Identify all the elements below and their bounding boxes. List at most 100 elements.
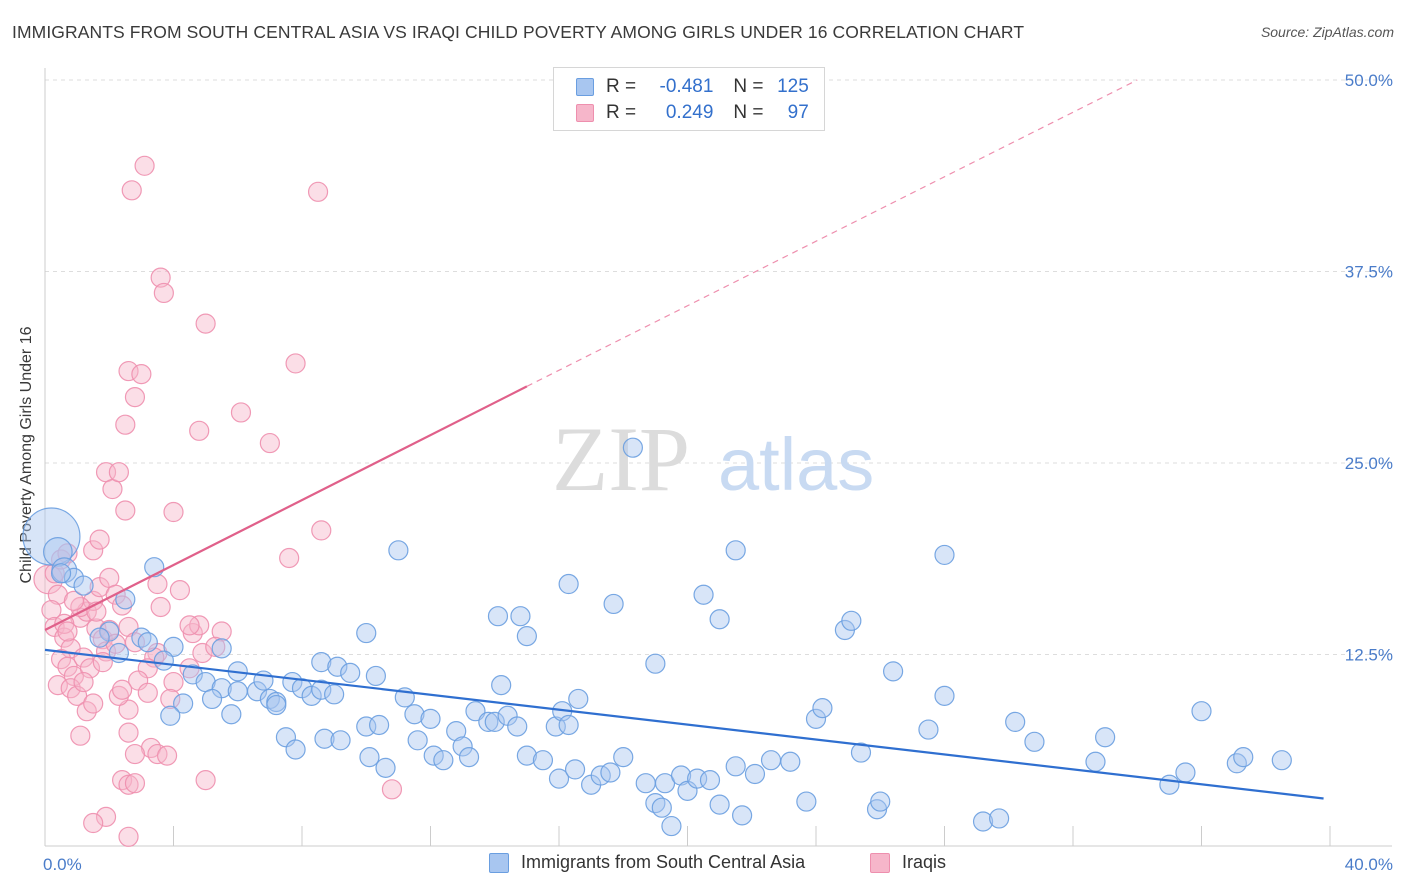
iraqis-point-64	[307, 181, 329, 202]
south-central-asia-point-87	[796, 791, 817, 812]
south-central-asia-point-120	[510, 606, 531, 627]
x-tick-label-1: 40.0%	[1345, 855, 1393, 874]
south-central-asia-point-22	[227, 681, 248, 702]
iraqis-point-96	[205, 636, 226, 657]
axes	[44, 68, 1392, 847]
iraqis-point-86	[73, 671, 94, 693]
south-central-asia-point-77	[670, 765, 692, 786]
iraqis-point-12	[47, 675, 68, 696]
south-central-asia-point-105	[1005, 711, 1026, 733]
south-central-asia-point-36	[365, 665, 386, 687]
bottom-legend-swatch-blue	[489, 852, 509, 873]
legend-n-value: 125	[777, 76, 809, 97]
south-central-asia-point-29	[301, 685, 322, 706]
south-central-asia-point-23	[246, 681, 268, 702]
south-central-asia-point-20	[201, 688, 223, 710]
south-central-asia-point-61	[532, 750, 554, 771]
iraqis-point-7	[54, 627, 75, 648]
iraqis-point-38	[131, 364, 152, 385]
south-central-asia-point-122	[266, 694, 287, 716]
south-central-asia-point-84	[744, 763, 766, 785]
south-central-asia-point-42	[314, 728, 335, 749]
iraqis-point-45	[147, 573, 168, 595]
iraqis-point-82	[195, 770, 216, 791]
trend-line-south-central-asia	[44, 648, 1324, 800]
south-central-asia-point-111	[1175, 762, 1196, 783]
south-central-asia-point-71	[613, 747, 634, 768]
y-tick-labels: 12.5% 25.0% 37.5% 50.0%	[1345, 71, 1393, 665]
watermark-zip: ZIP	[552, 408, 690, 510]
iraqis-point-35	[115, 414, 136, 435]
legend-n-label: N =	[733, 76, 764, 97]
south-central-asia-point-46	[359, 747, 380, 768]
iraqis-point-81	[156, 745, 178, 766]
south-central-asia-point-8	[99, 621, 120, 642]
south-central-asia-point-55	[478, 711, 499, 733]
south-central-asia-point-45	[369, 714, 390, 736]
south-central-asia-point-64	[568, 688, 589, 710]
legend-swatch-blue	[576, 78, 594, 96]
south-central-asia-point-60	[516, 745, 537, 766]
trend-line-iraqis-extension	[526, 79, 1138, 387]
iraqis-point-37	[124, 387, 146, 408]
south-central-asia-point-108	[1085, 751, 1106, 772]
iraqis-point-29	[83, 540, 104, 561]
iraqis-point-59	[230, 402, 252, 423]
bottom-legend-pink: Iraqis	[870, 852, 946, 873]
iraqis-point-63	[311, 520, 332, 541]
south-central-asia-point-101	[918, 719, 939, 740]
south-central-asia-point-59	[507, 716, 528, 737]
south-central-asia-point-66	[548, 768, 570, 789]
south-central-asia-point-41	[285, 739, 306, 760]
iraqis-point-49	[211, 621, 232, 642]
iraqis-point-78	[70, 725, 91, 746]
south-central-asia-point-103	[972, 811, 994, 832]
iraqis-point-80	[83, 693, 104, 714]
south-central-asia-point-13	[163, 636, 184, 657]
legend-r-label: R =	[606, 76, 637, 97]
iraqis-point-26	[111, 595, 133, 616]
south-central-asia-point-32	[311, 652, 332, 673]
iraqis-point-31	[115, 500, 136, 521]
iraqis-point-71	[124, 743, 146, 765]
south-central-asia-point-67	[564, 759, 586, 780]
south-central-asia-point-30	[311, 679, 332, 700]
iraqis-point-76	[118, 826, 139, 847]
iraqis-point-74	[124, 773, 146, 794]
south-central-asia-point-39	[420, 708, 441, 729]
south-central-asia-point-53	[458, 747, 480, 768]
iraqis-point-53	[160, 688, 181, 710]
south-central-asia-point-85	[760, 750, 782, 771]
south-central-asia-point-14	[153, 650, 174, 671]
iraqis-point-24	[99, 567, 120, 589]
south-central-asia-point-102	[934, 685, 955, 706]
south-central-asia-point-72	[635, 773, 656, 794]
iraqis-point-89	[57, 621, 78, 642]
iraqis-point-39	[121, 180, 142, 201]
south-central-asia-point-115	[1271, 750, 1292, 771]
iraqis-point-68	[118, 722, 139, 743]
south-central-asia-point-75	[651, 797, 672, 818]
south-central-asia-point-76	[661, 815, 682, 837]
iraqis-point-83	[381, 779, 403, 800]
south-central-asia-point-19	[160, 705, 181, 726]
iraqis-point-5	[41, 599, 62, 621]
iraqis-point-73	[118, 774, 139, 795]
south-central-asia-point-91	[603, 593, 624, 615]
south-central-asia-point-48	[407, 730, 428, 751]
iraqis-point-34	[108, 462, 129, 483]
south-central-asia-point-5	[50, 563, 72, 584]
watermark-atlas: atlas	[718, 423, 874, 506]
x-tick-labels: 0.0% 40.0%	[43, 855, 1393, 874]
iraqis-point-61	[279, 547, 300, 569]
legend-row-pink: R = 0.249 N = 97	[576, 101, 809, 125]
south-central-asia-point-119	[487, 606, 509, 627]
south-central-asia-point-50	[433, 750, 454, 771]
bottom-legend-label-pink: Iraqis	[902, 852, 947, 872]
south-central-asia-point-113	[1226, 753, 1247, 774]
south-central-asia-point-56	[484, 711, 505, 733]
south-central-asia-point-12	[137, 632, 158, 653]
south-central-asia-point-33	[327, 656, 348, 677]
iraqis-point-57	[195, 313, 216, 334]
south-central-asia-point-18	[173, 693, 194, 714]
